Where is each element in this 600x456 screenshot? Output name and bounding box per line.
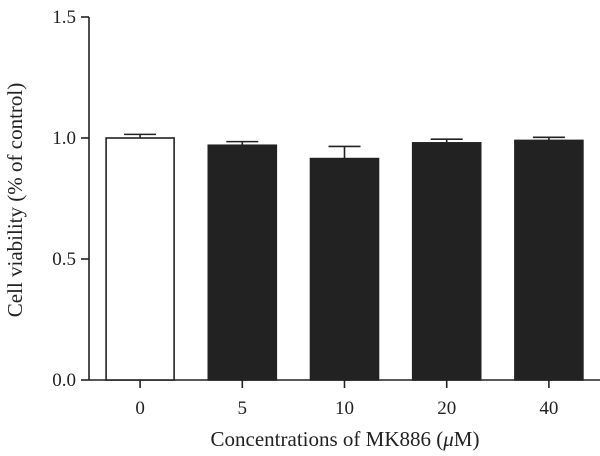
x-tick-label: 40 [539,398,558,419]
y-tick-label: 0.0 [52,370,76,391]
x-axis-title: Concentrations of MK886 (μM) [211,427,480,451]
bar [411,142,482,381]
x-axis: 0 5 10 20 40 [89,379,600,419]
x-axis-title-part: M) [454,427,480,451]
bar [514,139,584,381]
bar [309,157,380,381]
y-axis: 0.0 0.5 1.0 1.5 [52,7,90,391]
bar [207,144,278,381]
y-tick-label: 1.5 [52,7,76,28]
x-tick-label: 5 [238,398,248,419]
x-axis-title-mu: μ [442,427,454,451]
x-tick-label: 10 [335,398,354,419]
y-tick-label: 0.5 [52,249,76,270]
x-axis-title-part: Concentrations of MK886 ( [211,427,444,451]
y-tick-label: 1.0 [52,128,76,149]
x-tick-label: 20 [437,398,456,419]
x-tick-label: 0 [135,398,145,419]
bars [105,137,584,381]
y-axis-title: Cell viability (% of control) [3,83,27,317]
error-bars [124,133,565,159]
bar [105,137,175,381]
